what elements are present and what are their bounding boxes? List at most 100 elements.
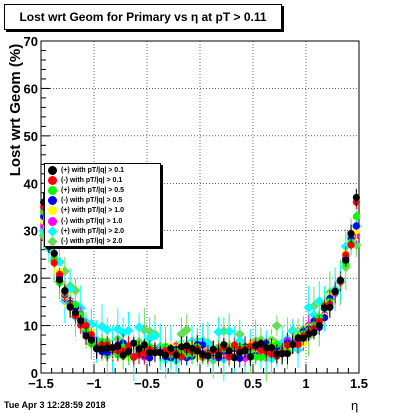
data-point bbox=[181, 324, 192, 335]
data-point bbox=[114, 342, 122, 350]
legend-label: (+) with pT/|q| > 2.0 bbox=[61, 227, 125, 235]
y-tick-label: 70 bbox=[24, 34, 38, 49]
data-point bbox=[167, 344, 175, 353]
data-point bbox=[299, 334, 307, 342]
data-point bbox=[273, 350, 281, 358]
data-point bbox=[50, 249, 58, 257]
data-point bbox=[123, 325, 134, 336]
data-point bbox=[188, 344, 196, 352]
data-point bbox=[134, 322, 145, 333]
x-tick-label: 0.5 bbox=[244, 376, 262, 391]
legend-label: (+) with pT/|q| > 0.1 bbox=[61, 166, 125, 174]
legend-marker bbox=[48, 185, 57, 195]
data-point bbox=[172, 351, 180, 359]
data-point bbox=[50, 259, 58, 267]
legend-marker bbox=[48, 175, 57, 185]
data-point bbox=[151, 349, 159, 357]
data-point bbox=[326, 303, 334, 311]
data-point bbox=[214, 351, 223, 359]
data-point bbox=[230, 354, 239, 362]
data-point bbox=[140, 341, 148, 349]
data-point bbox=[119, 351, 127, 359]
data-point bbox=[66, 303, 74, 311]
data-point bbox=[230, 341, 239, 349]
legend-marker bbox=[48, 196, 57, 206]
data-point bbox=[71, 309, 80, 317]
data-point bbox=[61, 287, 69, 295]
data-point bbox=[135, 345, 143, 353]
legend-entry: (-) with pT/|q| > 0.5 bbox=[48, 196, 157, 206]
data-point bbox=[271, 320, 282, 331]
data-point bbox=[347, 241, 355, 249]
data-point bbox=[289, 341, 297, 349]
legend-marker bbox=[48, 206, 57, 216]
data-point bbox=[213, 326, 224, 337]
x-axis-label: η bbox=[351, 398, 359, 413]
data-point bbox=[156, 348, 164, 357]
legend-entry: (+) with pT/|q| > 0.5 bbox=[48, 185, 157, 195]
data-point bbox=[241, 347, 249, 355]
data-point bbox=[310, 328, 318, 337]
data-point bbox=[130, 339, 138, 347]
y-tick-label: 40 bbox=[24, 176, 38, 191]
legend-label: (+) with pT/|q| > 1.0 bbox=[61, 207, 125, 215]
data-point bbox=[294, 334, 302, 342]
x-tick-label: −1.5 bbox=[28, 376, 54, 391]
legend-marker bbox=[48, 165, 57, 175]
data-point bbox=[320, 314, 329, 322]
data-point bbox=[77, 317, 85, 325]
data-point bbox=[342, 256, 350, 264]
data-point bbox=[352, 193, 360, 202]
y-tick-label: 60 bbox=[24, 81, 38, 96]
legend-label: (-) with pT/|q| > 0.1 bbox=[61, 176, 123, 184]
data-point bbox=[352, 222, 360, 230]
data-point bbox=[257, 339, 265, 348]
legend-entry: (-) with pT/|q| > 1.0 bbox=[48, 216, 157, 226]
data-point bbox=[161, 351, 170, 359]
y-tick-label: 0 bbox=[31, 366, 38, 381]
data-point bbox=[303, 302, 314, 313]
data-point bbox=[103, 344, 111, 352]
data-point bbox=[257, 353, 265, 361]
data-point bbox=[294, 340, 302, 349]
data-point bbox=[93, 345, 101, 353]
y-tick-label: 10 bbox=[24, 319, 38, 334]
data-point bbox=[225, 347, 233, 355]
data-point bbox=[98, 345, 106, 353]
data-point bbox=[336, 276, 345, 284]
data-point bbox=[224, 326, 235, 337]
data-point bbox=[331, 287, 339, 295]
chart-title: Lost wrt Geom for Primary vs η at pT > 0… bbox=[4, 4, 282, 30]
legend-marker bbox=[48, 216, 57, 226]
data-point bbox=[209, 345, 217, 353]
legend: (+) with pT/|q| > 0.1 (-) with pT/|q| > 0… bbox=[44, 163, 161, 247]
data-point bbox=[315, 321, 323, 329]
legend-label: (-) with pT/|q| > 2.0 bbox=[61, 237, 123, 245]
data-point bbox=[252, 353, 260, 361]
legend-entry: (+) with pT/|q| > 1.0 bbox=[48, 206, 157, 216]
legend-entry: (+) with pT/|q| > 0.1 bbox=[48, 165, 157, 175]
legend-label: (-) with pT/|q| > 0.5 bbox=[61, 197, 123, 205]
data-point bbox=[55, 276, 64, 284]
legend-entry: (-) with pT/|q| > 2.0 bbox=[47, 236, 157, 247]
timestamp-footer: Tue Apr 3 12:28:59 2018 bbox=[4, 400, 106, 410]
x-tick-label: −0.5 bbox=[134, 376, 160, 391]
data-point bbox=[146, 349, 154, 357]
y-tick-label: 30 bbox=[24, 224, 38, 239]
data-point bbox=[278, 350, 286, 358]
data-point bbox=[262, 344, 270, 352]
data-point bbox=[124, 348, 133, 356]
data-point bbox=[204, 352, 212, 360]
y-tick-label: 20 bbox=[24, 271, 38, 286]
data-point bbox=[193, 347, 201, 355]
data-point bbox=[352, 212, 360, 221]
data-point bbox=[149, 331, 160, 342]
data-point bbox=[246, 353, 254, 361]
y-axis-label: Lost wrt Geom (%) bbox=[7, 43, 24, 177]
x-tick-label: 0 bbox=[196, 376, 203, 391]
data-point bbox=[102, 324, 113, 335]
data-point bbox=[320, 304, 329, 312]
legend-entry: (+) with pT/|q| > 2.0 bbox=[47, 226, 157, 237]
legend-label: (+) with pT/|q| > 0.5 bbox=[61, 186, 125, 194]
x-tick-label: 1.5 bbox=[350, 376, 368, 391]
